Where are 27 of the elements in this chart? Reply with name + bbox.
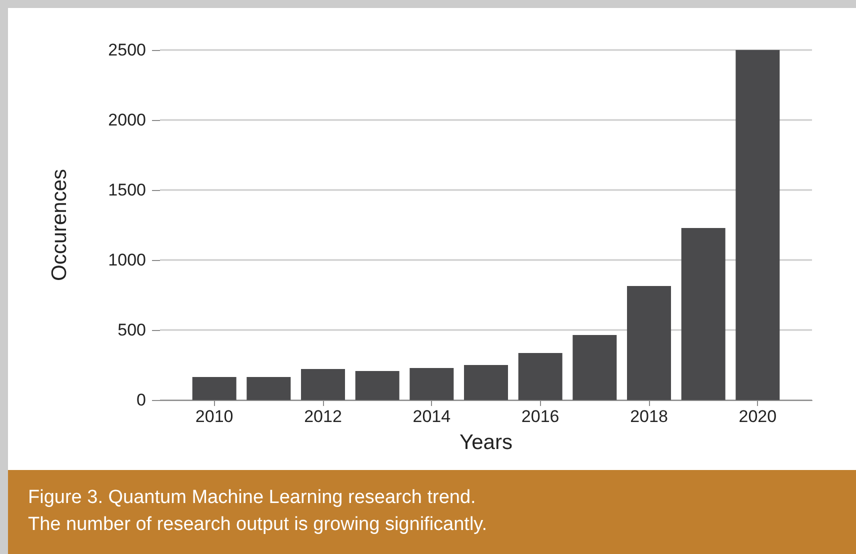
x-axis-title: Years: [460, 431, 512, 454]
caption: Figure 3. Quantum Machine Learning research trend.: [28, 486, 477, 510]
y-tick-label: 2000: [108, 110, 146, 130]
y-tick-label: 500: [118, 320, 146, 340]
y-tick-label: 2500: [108, 40, 146, 60]
bar: [627, 286, 671, 400]
y-axis-title: Occurences: [48, 168, 71, 282]
x-tick-label: 2010: [195, 407, 234, 426]
bar: [192, 377, 236, 400]
x-tick-label: 2020: [738, 407, 777, 426]
bar: [246, 377, 291, 400]
text: The number of research output is growing significantly.: [28, 513, 488, 537]
y-tick-label: 1500: [108, 180, 146, 200]
bar: [518, 352, 562, 400]
y-tick-label: 0: [136, 390, 146, 410]
bar: [681, 228, 726, 400]
bar: [464, 365, 508, 400]
bar: [410, 368, 454, 400]
bar: [736, 50, 780, 400]
x-tick-label: 2014: [412, 407, 451, 426]
bar: [572, 335, 617, 400]
bar: [301, 369, 345, 400]
bar: [355, 371, 400, 400]
x-tick-label: 2016: [521, 407, 560, 426]
x-tick-label: 2012: [304, 407, 342, 426]
x-tick-label: 2018: [630, 407, 668, 426]
y-tick-label: 1000: [108, 250, 146, 270]
